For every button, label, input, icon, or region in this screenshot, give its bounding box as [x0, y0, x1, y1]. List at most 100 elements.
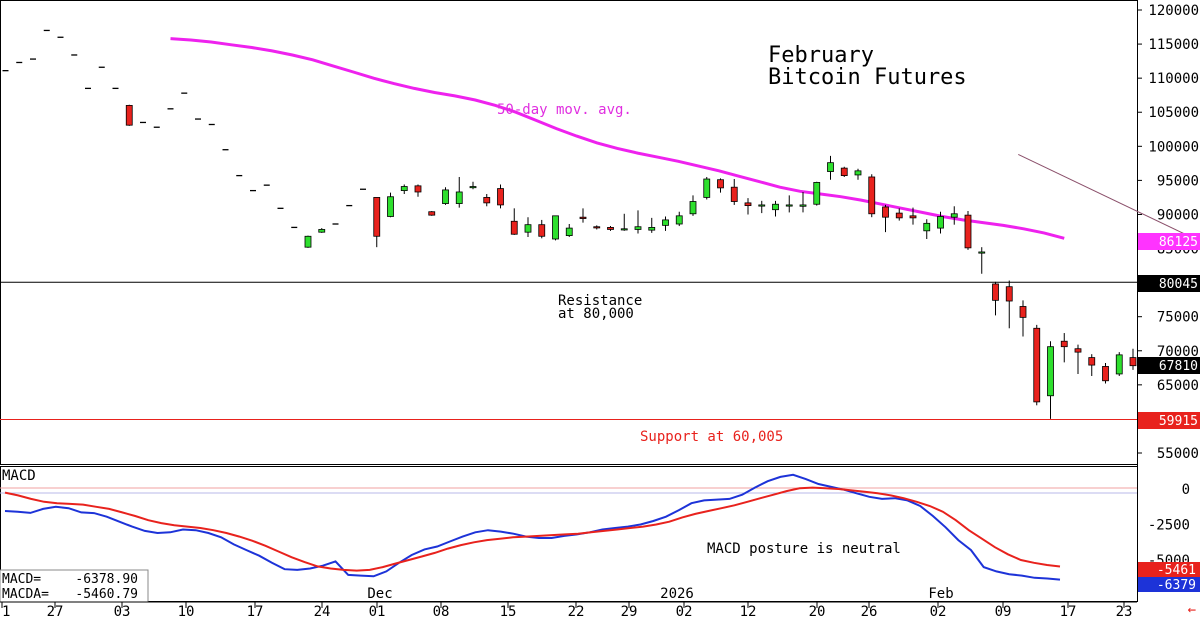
candle-body [648, 227, 656, 231]
candle [400, 184, 408, 195]
x-tick-label: 20 [809, 604, 826, 619]
candle [387, 192, 394, 218]
price-tick-label: 110000 [1148, 71, 1199, 87]
chart-title-line-2: Bitcoin Futures [768, 65, 967, 90]
candle-body [868, 176, 876, 215]
macd-tick-label: 0 [1182, 482, 1190, 498]
candle [827, 155, 834, 180]
candle-body [772, 203, 779, 211]
candle [469, 181, 477, 190]
resistance-label-line-1: Resistance [558, 293, 642, 309]
candle-body [400, 186, 408, 192]
candle-body [565, 227, 573, 236]
candle-body [744, 202, 752, 207]
candle [1088, 354, 1096, 376]
x-axis: 1 27 03 10 17 24 01 08 15 22 29 02 12 20 26 02 09 17 23Dec… [0, 586, 1137, 619]
candle-body [318, 229, 326, 233]
x-tick-label: 23 [1116, 604, 1133, 619]
x-tick-label: 15 [500, 604, 517, 619]
candle [937, 211, 944, 234]
candle [1060, 333, 1068, 363]
candle [620, 213, 628, 231]
scroll-arrow-icon[interactable]: ← [1188, 602, 1196, 618]
x-tick-label: 22 [568, 604, 585, 619]
x-tick-label: 08 [433, 604, 450, 619]
candle-body [909, 215, 917, 219]
candle-body [414, 185, 422, 193]
support-label: Support at 60,005 [640, 429, 783, 445]
candle [813, 181, 821, 206]
macd-price-tag-text: -6379 [1157, 578, 1196, 593]
candle [318, 228, 326, 233]
chart-title-line-1: February [768, 43, 874, 68]
candle [428, 211, 436, 216]
candle-body [373, 197, 381, 237]
candle-body [827, 162, 834, 172]
candle [565, 224, 573, 237]
candle [854, 168, 862, 180]
candle-body [634, 226, 642, 230]
candle-body [1060, 340, 1068, 348]
price-tick-label: 55000 [1157, 446, 1199, 462]
support-price-tag-text: 59915 [1159, 414, 1198, 429]
candle [964, 211, 972, 250]
price-tick-label: 115000 [1148, 37, 1199, 53]
resistance-price-tag-text: 80045 [1159, 277, 1198, 292]
candle-body [387, 196, 394, 217]
candle-body [1088, 357, 1096, 366]
x-tick-label: 02 [930, 604, 947, 619]
candle-body [510, 220, 518, 235]
candle-body [937, 216, 944, 229]
price-tick-label: 105000 [1148, 105, 1199, 121]
candle-body [840, 167, 848, 177]
candle-body [689, 201, 697, 215]
candle [1074, 344, 1082, 374]
x-tick-label: 17 [1060, 604, 1077, 619]
moving-average-label: 50-day mov. avg. [497, 102, 632, 118]
macda-price-tag [1138, 562, 1200, 577]
macd-lines-layer [4, 473, 1061, 581]
candle [703, 176, 711, 200]
macd-tick-label: -2500 [1148, 518, 1190, 534]
candle-body [593, 226, 601, 229]
candle-body [304, 235, 312, 248]
candle [978, 247, 986, 274]
candle-body [428, 211, 436, 216]
candle-body [579, 216, 587, 219]
candle-body [483, 197, 491, 204]
candle-body [978, 251, 986, 254]
candle-body [1005, 286, 1013, 302]
candle [593, 225, 601, 230]
candle-body [538, 224, 546, 237]
x-tick-label: 10 [178, 604, 195, 619]
candle-body [1019, 306, 1027, 318]
x-period-label: Feb [928, 586, 953, 602]
x-tick-label: 24 [314, 604, 331, 619]
candle [675, 211, 683, 227]
macd-readout-name: MACD= [2, 572, 41, 587]
candle [1047, 341, 1054, 419]
price-tick-label: 90000 [1157, 207, 1199, 223]
candle [125, 104, 133, 126]
candle [455, 176, 463, 208]
x-period-label: Dec [367, 586, 392, 602]
candle-body [620, 228, 628, 231]
last-price-tag-text: 67810 [1159, 359, 1198, 374]
macda-readout-name: MACDA= [2, 587, 49, 602]
candle [950, 206, 958, 225]
resistance-label-line-2: at 80,000 [558, 306, 634, 322]
candle [373, 197, 381, 248]
macd-readout-value: -6378.90 [75, 572, 138, 587]
candle-body [717, 179, 724, 189]
candle-body [607, 227, 614, 230]
x-tick-label: 09 [995, 604, 1012, 619]
support-resistance-lines [0, 281, 1137, 421]
x-tick-label: 1 [2, 604, 10, 619]
candle-body [524, 224, 532, 233]
candle [1129, 348, 1137, 370]
candle-body [1074, 348, 1082, 353]
candle-body [1129, 357, 1137, 367]
candle-body [703, 178, 711, 198]
candle-body [125, 105, 133, 126]
